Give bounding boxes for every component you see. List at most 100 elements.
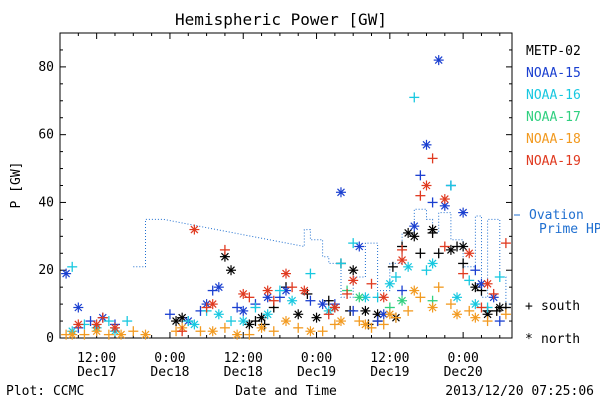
north-point	[452, 309, 463, 320]
north-point	[378, 292, 389, 303]
north-point	[213, 309, 224, 320]
north-point-d2	[361, 306, 370, 315]
south-point	[458, 268, 469, 279]
south-point	[427, 197, 438, 208]
north-point	[452, 292, 463, 303]
chart-title: Hemispheric Power [GW]	[175, 10, 387, 29]
north-point	[433, 55, 444, 66]
north-point	[262, 285, 273, 296]
south-point	[293, 322, 304, 333]
south-marker-glyph: +	[525, 299, 533, 314]
north-point	[317, 299, 328, 310]
north-point-d2	[422, 181, 431, 190]
south-point	[268, 326, 279, 337]
north-point-d2	[178, 313, 187, 322]
x-tick-label-time: 0:00	[301, 351, 332, 366]
south-point	[342, 288, 353, 299]
north-point-d2	[453, 293, 461, 302]
north-point-d2	[282, 317, 290, 325]
north-point-d2	[410, 232, 419, 241]
north-point	[281, 316, 291, 327]
north-point	[470, 299, 481, 310]
north-point-d2	[214, 310, 223, 319]
north-point-d2	[74, 303, 83, 312]
south-point	[323, 309, 334, 320]
north-point	[335, 316, 346, 327]
ovation-hpi-line	[133, 208, 512, 305]
north-point	[384, 309, 395, 320]
y-tick-label: 60	[38, 128, 54, 143]
north-point-d2	[355, 293, 364, 302]
north-point-d2	[410, 286, 419, 295]
north-point-d2	[434, 56, 443, 65]
north-point-d2	[410, 222, 419, 231]
ovation-legend-sublabel: Prime HPI	[539, 222, 600, 237]
south-point	[464, 275, 475, 286]
north-point-d2	[214, 283, 223, 292]
south-point	[305, 268, 316, 279]
north-point-d2	[282, 286, 290, 295]
north-point-d2	[471, 283, 480, 292]
north-point	[397, 295, 408, 306]
y-tick-label: 40	[38, 195, 54, 210]
north-point	[494, 302, 505, 313]
north-point	[140, 329, 151, 340]
north-point	[67, 329, 78, 340]
north-point-d2	[208, 327, 217, 336]
north-point	[421, 180, 432, 191]
south-point	[226, 316, 237, 327]
north-point	[299, 285, 310, 296]
y-tick-label: 20	[38, 263, 54, 278]
north-point	[73, 319, 84, 330]
legend-entry: METP-02	[526, 44, 581, 59]
north-point-d2	[428, 303, 437, 312]
north-point	[293, 309, 304, 320]
north-point-d2	[233, 330, 242, 339]
y-axis: 0 20 40 60 80	[38, 49, 512, 346]
ovation-hpi-series	[133, 208, 512, 305]
north-point	[458, 241, 469, 252]
north-point	[384, 278, 395, 289]
north-point	[348, 265, 359, 276]
north-point-d2	[294, 310, 303, 319]
legend: METP-02 NOAA-15 NOAA-16 NOAA-17 NOAA-18 NOAA-…	[526, 44, 581, 169]
north-point	[464, 248, 475, 259]
y-tick-label: 80	[38, 60, 54, 75]
north-point-d2	[373, 310, 382, 319]
south-point	[421, 265, 432, 276]
north-point	[470, 312, 481, 323]
north-point-d2	[446, 245, 455, 254]
data-points	[61, 55, 511, 340]
x-tick-label-time: 0:00	[447, 351, 478, 366]
north-point-d2	[257, 313, 266, 322]
south-point	[476, 302, 487, 313]
x-tick-label-date: Dec19	[297, 365, 336, 380]
south-point	[415, 190, 426, 201]
north-point-d2	[495, 303, 504, 312]
legend-entry: NOAA-16	[526, 88, 581, 103]
y-axis-label: P [GW]	[9, 162, 24, 209]
south-point	[219, 322, 230, 333]
north-point-d2	[361, 293, 370, 302]
north-point	[360, 305, 371, 316]
legend-entry: NOAA-18	[526, 132, 581, 147]
south-point	[335, 258, 346, 269]
south-point	[348, 305, 359, 316]
north-point-d2	[404, 262, 413, 271]
north-point	[409, 221, 420, 232]
south-point	[287, 282, 298, 293]
north-point	[354, 292, 365, 303]
north-point-d2	[288, 296, 297, 305]
x-tick-label-date: Dec18	[224, 365, 263, 380]
north-point	[91, 326, 102, 337]
north-point-d2	[361, 320, 370, 329]
north-point-d2	[422, 140, 431, 149]
north-point	[397, 255, 408, 266]
south-marker-label: south	[541, 299, 580, 314]
north-point-d2	[172, 317, 180, 325]
south-point	[378, 319, 389, 330]
north-point	[445, 244, 456, 255]
south-point	[244, 329, 255, 340]
north-point	[207, 326, 218, 337]
north-point	[207, 299, 218, 310]
